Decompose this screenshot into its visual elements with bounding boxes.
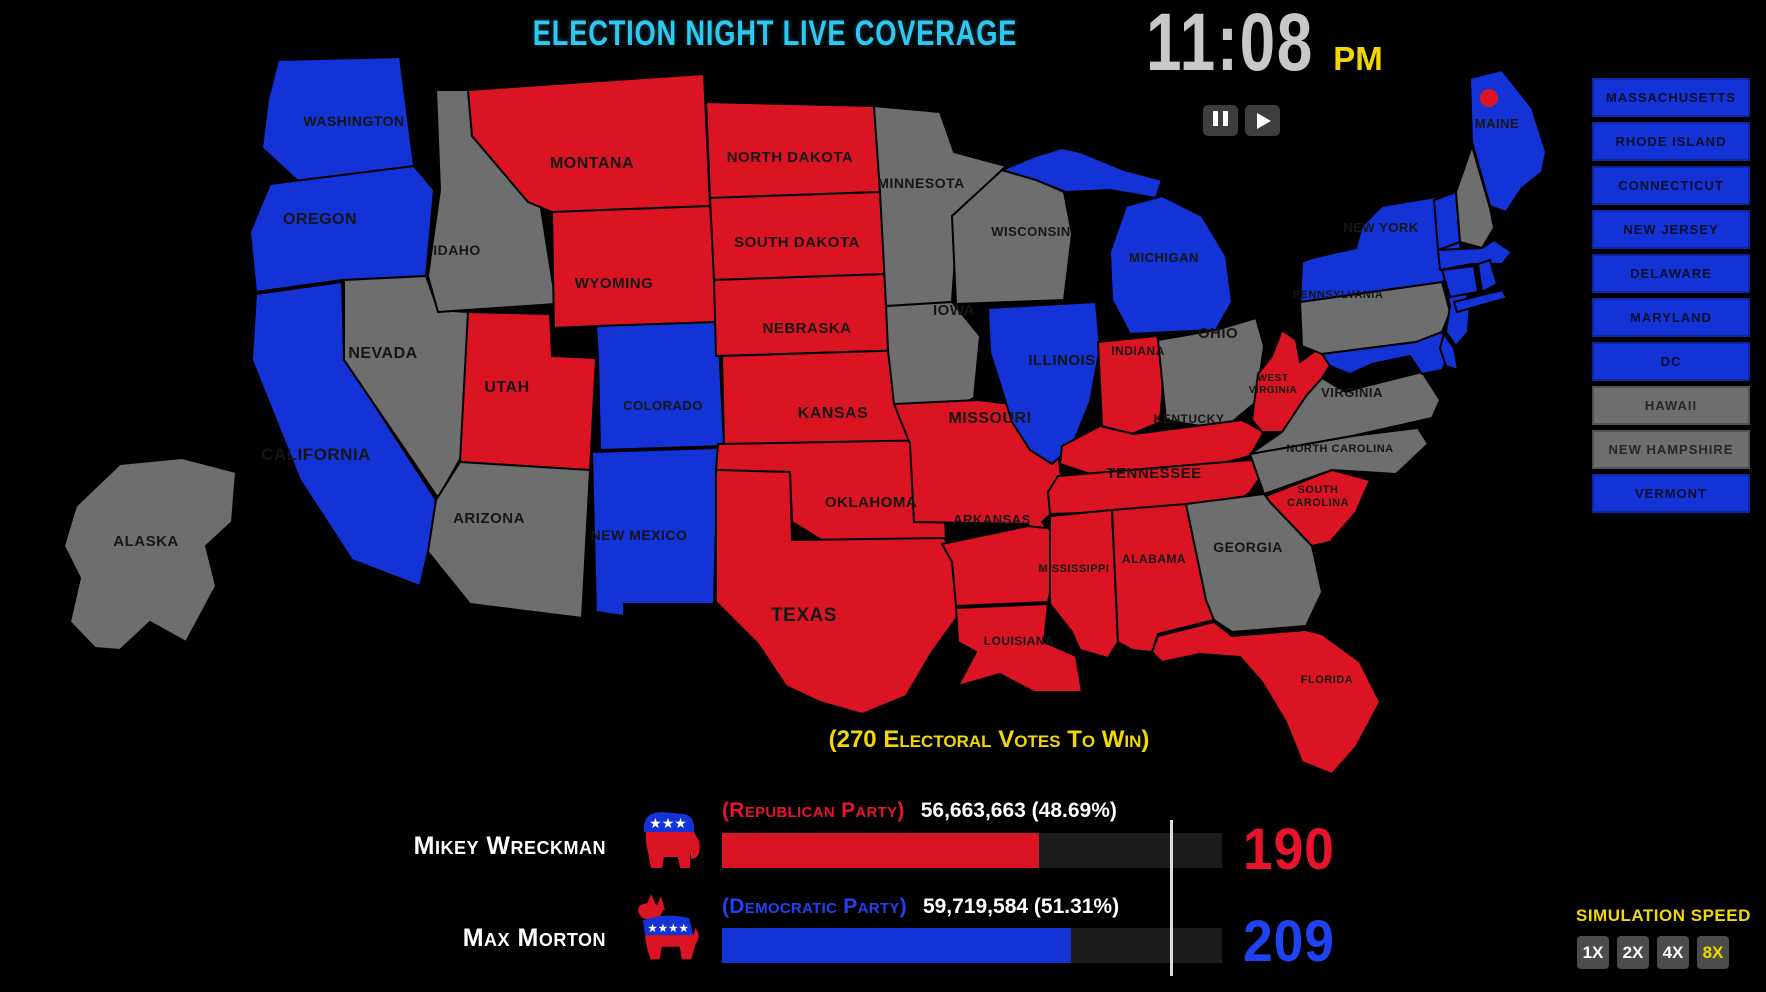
sidebar-state-maryland[interactable]: MARYLAND bbox=[1592, 298, 1750, 337]
play-button[interactable] bbox=[1245, 105, 1280, 136]
state-wy[interactable] bbox=[551, 205, 719, 329]
democratic-vote-bar bbox=[722, 928, 1222, 963]
state-in[interactable] bbox=[1097, 335, 1167, 435]
state-co[interactable] bbox=[595, 321, 725, 451]
simulation-speed-controls: 1X 2X 4X 8X bbox=[1577, 936, 1729, 969]
state-wa[interactable] bbox=[261, 56, 415, 184]
sidebar-state-new-jersey[interactable]: NEW JERSEY bbox=[1592, 210, 1750, 249]
republican-electoral-votes: 190 bbox=[1243, 817, 1335, 882]
simulation-clock: 11:08 PM bbox=[1146, 2, 1383, 84]
svg-text:★★★: ★★★ bbox=[649, 816, 687, 832]
speed-button-4x[interactable]: 4X bbox=[1657, 936, 1689, 969]
svg-text:★★★★: ★★★★ bbox=[647, 921, 688, 935]
republican-result-line: (Republican Party) 56,663,663 (48.69%) bbox=[722, 799, 1117, 823]
page-title: ELECTION NIGHT LIVE COVERAGE bbox=[532, 14, 1018, 53]
state-ny[interactable] bbox=[1299, 195, 1473, 303]
state-li[interactable] bbox=[1453, 289, 1508, 313]
state-az[interactable] bbox=[427, 461, 591, 619]
sidebar-state-dc[interactable]: DC bbox=[1592, 342, 1750, 381]
sidebar-state-connecticut[interactable]: CONNECTICUT bbox=[1592, 166, 1750, 205]
state-mi[interactable] bbox=[1109, 195, 1233, 335]
state-de[interactable] bbox=[1439, 333, 1459, 371]
state-ia[interactable] bbox=[885, 301, 981, 411]
democratic-electoral-votes: 209 bbox=[1243, 909, 1335, 974]
state-mi_up[interactable] bbox=[1001, 147, 1163, 199]
state-tx[interactable] bbox=[715, 469, 975, 715]
republican-vote-total: 56,663,663 (48.69%) bbox=[920, 799, 1117, 822]
sidebar-state-massachusetts[interactable]: MASSACHUSETTS bbox=[1592, 78, 1750, 117]
sidebar-state-new-hampshire[interactable]: NEW HAMPSHIRE bbox=[1592, 430, 1750, 469]
state-nh[interactable] bbox=[1455, 145, 1495, 249]
republican-vote-bar bbox=[722, 833, 1222, 868]
simulation-speed-label: SIMULATION SPEED bbox=[1576, 906, 1751, 925]
state-oh[interactable] bbox=[1157, 317, 1265, 427]
sidebar-state-vermont[interactable]: VERMONT bbox=[1592, 474, 1750, 513]
sidebar-state-delaware[interactable]: DELAWARE bbox=[1592, 254, 1750, 293]
state-or[interactable] bbox=[249, 165, 435, 293]
speed-button-8x[interactable]: 8X bbox=[1697, 936, 1729, 969]
republican-party-label: (Republican Party) bbox=[722, 799, 905, 822]
clock-period: PM bbox=[1333, 40, 1383, 77]
small-states-sidebar: MASSACHUSETTS RHODE ISLAND CONNECTICUT NEW … bbox=[1592, 78, 1750, 518]
state-ri[interactable] bbox=[1477, 259, 1498, 293]
play-icon bbox=[1257, 112, 1271, 129]
sidebar-state-rhode-island[interactable]: RHODE ISLAND bbox=[1592, 122, 1750, 161]
state-nc[interactable] bbox=[1249, 427, 1429, 495]
pause-icon bbox=[1211, 110, 1231, 131]
state-md[interactable] bbox=[1321, 331, 1451, 375]
state-ak[interactable] bbox=[63, 457, 237, 651]
state-ct[interactable] bbox=[1441, 265, 1479, 298]
democratic-vote-total: 59,719,584 (51.31%) bbox=[922, 895, 1120, 918]
clock-time: 11:08 bbox=[1146, 0, 1314, 88]
state-la[interactable] bbox=[955, 603, 1083, 693]
democratic-donkey-icon: ★★★★ bbox=[638, 894, 699, 960]
state-fl[interactable] bbox=[1151, 621, 1381, 775]
candidate-name-republican: Mikey Wreckman bbox=[413, 832, 606, 860]
state-ut[interactable] bbox=[459, 311, 597, 471]
state-nm[interactable] bbox=[591, 447, 719, 617]
state-ar[interactable] bbox=[941, 525, 1063, 607]
state-sd[interactable] bbox=[709, 191, 887, 281]
democratic-party-label: (Democratic Party) bbox=[722, 895, 907, 918]
democratic-result-line: (Democratic Party) 59,719,584 (51.31%) bbox=[722, 895, 1119, 919]
ev-threshold-line bbox=[1170, 820, 1173, 976]
democratic-vote-bar-fill bbox=[722, 928, 1071, 963]
state-ms[interactable] bbox=[1049, 509, 1119, 659]
republican-elephant-icon: ★★★ bbox=[644, 812, 700, 868]
state-nd[interactable] bbox=[705, 101, 881, 199]
candidate-name-democratic: Max Morton bbox=[462, 924, 606, 952]
electoral-target-text: (270 Electoral Votes To Win) bbox=[828, 726, 1150, 753]
state-sc[interactable] bbox=[1265, 469, 1371, 547]
state-ne[interactable] bbox=[713, 273, 911, 357]
maine-district-marker bbox=[1480, 89, 1498, 107]
speed-button-2x[interactable]: 2X bbox=[1617, 936, 1649, 969]
speed-button-1x[interactable]: 1X bbox=[1577, 936, 1609, 969]
sidebar-state-hawaii[interactable]: HAWAII bbox=[1592, 386, 1750, 425]
pause-button[interactable] bbox=[1203, 105, 1238, 136]
republican-vote-bar-fill bbox=[722, 833, 1039, 868]
